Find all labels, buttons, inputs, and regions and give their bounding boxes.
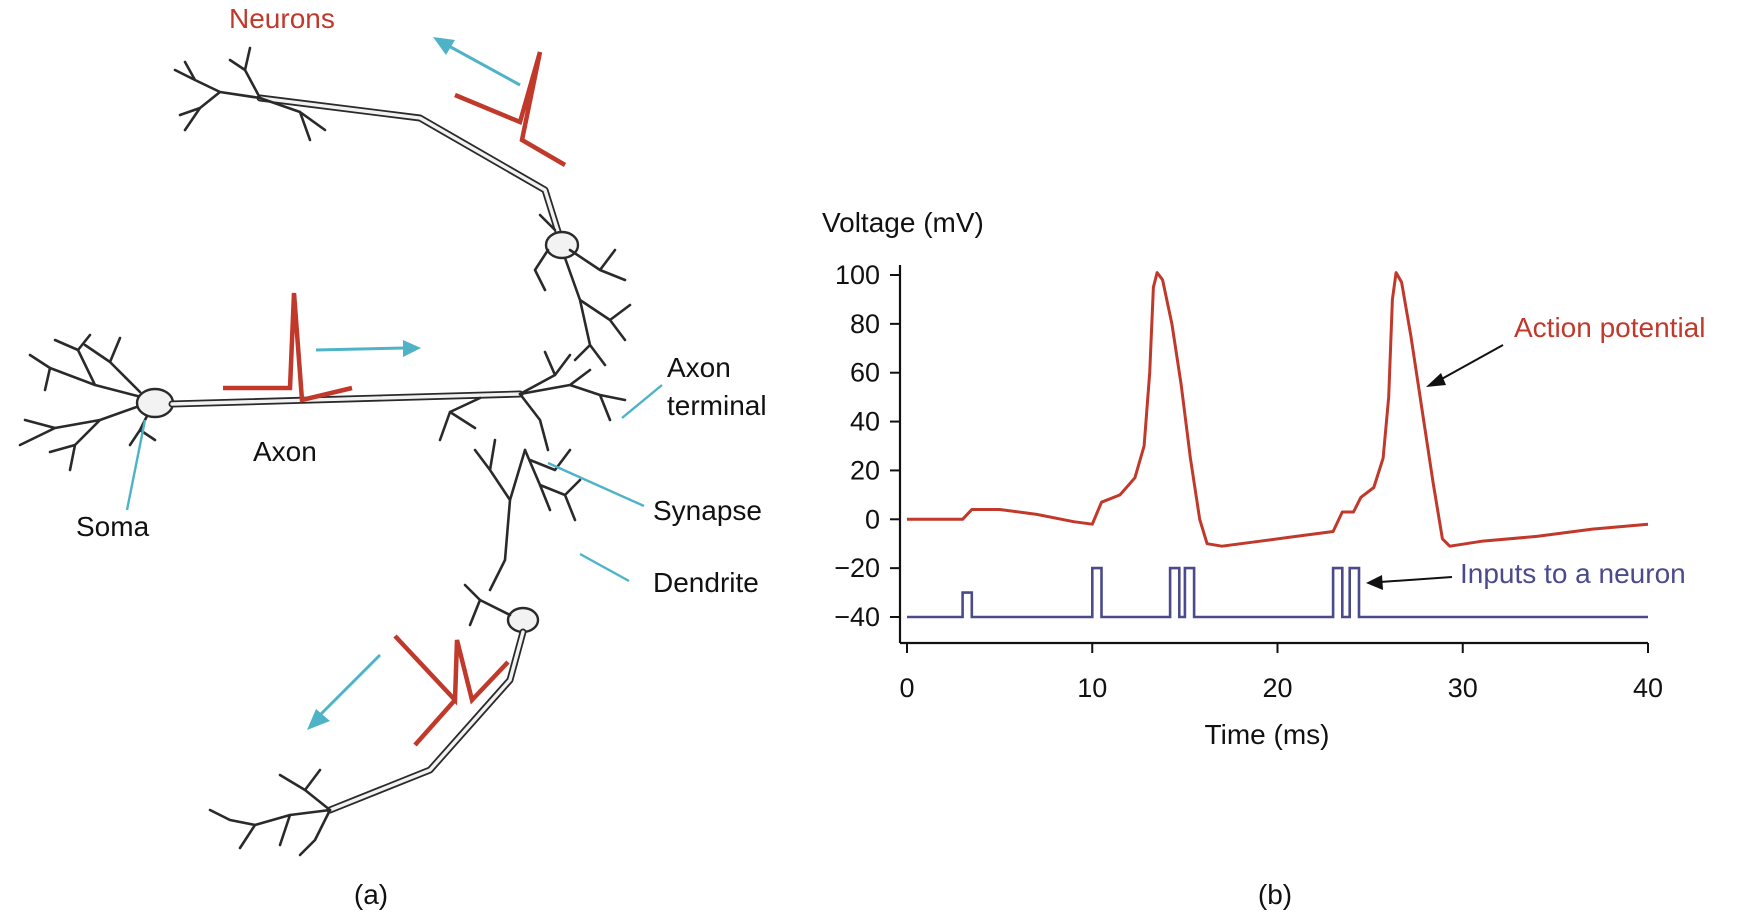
axon-terminal-label-line1: Axon bbox=[667, 352, 731, 383]
spike-lower bbox=[393, 634, 510, 747]
panel-a-label: (a) bbox=[354, 879, 388, 910]
spike-upper bbox=[454, 51, 567, 167]
axon-terminal-label-line2: terminal bbox=[667, 390, 767, 421]
y-tick-label: 40 bbox=[850, 407, 880, 437]
dendrite-label: Dendrite bbox=[653, 567, 759, 598]
inputs-pointer bbox=[1379, 576, 1453, 583]
leader-dendrite bbox=[579, 552, 630, 583]
x-tick-label: 40 bbox=[1633, 673, 1663, 703]
x-tick-label: 30 bbox=[1448, 673, 1478, 703]
action-potential-label: Action potential bbox=[1514, 312, 1705, 343]
upper-neuron bbox=[173, 46, 632, 367]
x-tick-label: 20 bbox=[1262, 673, 1292, 703]
y-tick-label: 60 bbox=[850, 358, 880, 388]
x-tick-label: 10 bbox=[1077, 673, 1107, 703]
axon-label: Axon bbox=[253, 436, 317, 467]
x-axis-title: Time (ms) bbox=[1205, 719, 1330, 750]
axon-terminal-branches bbox=[438, 350, 627, 452]
synapse-label: Synapse bbox=[653, 495, 762, 526]
action-potential-pointer bbox=[1437, 344, 1504, 382]
left-neuron bbox=[18, 333, 524, 472]
leader-axon-terminal bbox=[621, 384, 663, 419]
lower-soma bbox=[506, 606, 540, 634]
neurons-label: Neurons bbox=[229, 3, 335, 34]
y-axis-title: Voltage (mV) bbox=[822, 207, 984, 238]
upper-soma bbox=[544, 230, 580, 260]
arrow-middle bbox=[315, 346, 406, 352]
lower-neuron bbox=[208, 438, 582, 857]
x-tick-label: 0 bbox=[899, 673, 914, 703]
arrow-upper bbox=[446, 43, 521, 87]
y-tick-label: 20 bbox=[850, 455, 880, 485]
arrow-upper-head bbox=[433, 37, 455, 55]
arrow-lower bbox=[318, 653, 382, 717]
leader-soma bbox=[125, 419, 147, 511]
y-tick-label: 0 bbox=[865, 504, 880, 534]
inputs-pointer-head bbox=[1366, 575, 1383, 590]
series-inputs-to-neuron bbox=[907, 566, 1648, 619]
inputs-label: Inputs to a neuron bbox=[1460, 558, 1686, 589]
series-action-potential bbox=[907, 271, 1649, 548]
voltage-chart: Voltage (mV) Time (ms) 100806040200−20−4… bbox=[822, 207, 1705, 910]
panel-b-label: (b) bbox=[1258, 879, 1292, 910]
arrow-middle-head bbox=[403, 340, 421, 357]
action-potential-pointer-head bbox=[1426, 373, 1446, 387]
y-tick-label: 80 bbox=[850, 309, 880, 339]
left-soma bbox=[135, 387, 175, 419]
arrow-lower-head bbox=[307, 709, 330, 730]
y-tick-label: −40 bbox=[834, 602, 880, 632]
leader-synapse bbox=[547, 461, 645, 508]
y-tick-label: 100 bbox=[835, 260, 880, 290]
x-ticks: 0 10 20 30 40 bbox=[899, 643, 1663, 703]
y-tick-label: −20 bbox=[834, 553, 880, 583]
y-ticks: 100 80 60 40 20 0 −20 −40 bbox=[834, 260, 900, 632]
neuron-diagram: Neurons Axon terminal Synapse Dendrite A… bbox=[18, 3, 767, 910]
soma-label: Soma bbox=[76, 511, 150, 542]
spike-middle bbox=[223, 292, 353, 403]
